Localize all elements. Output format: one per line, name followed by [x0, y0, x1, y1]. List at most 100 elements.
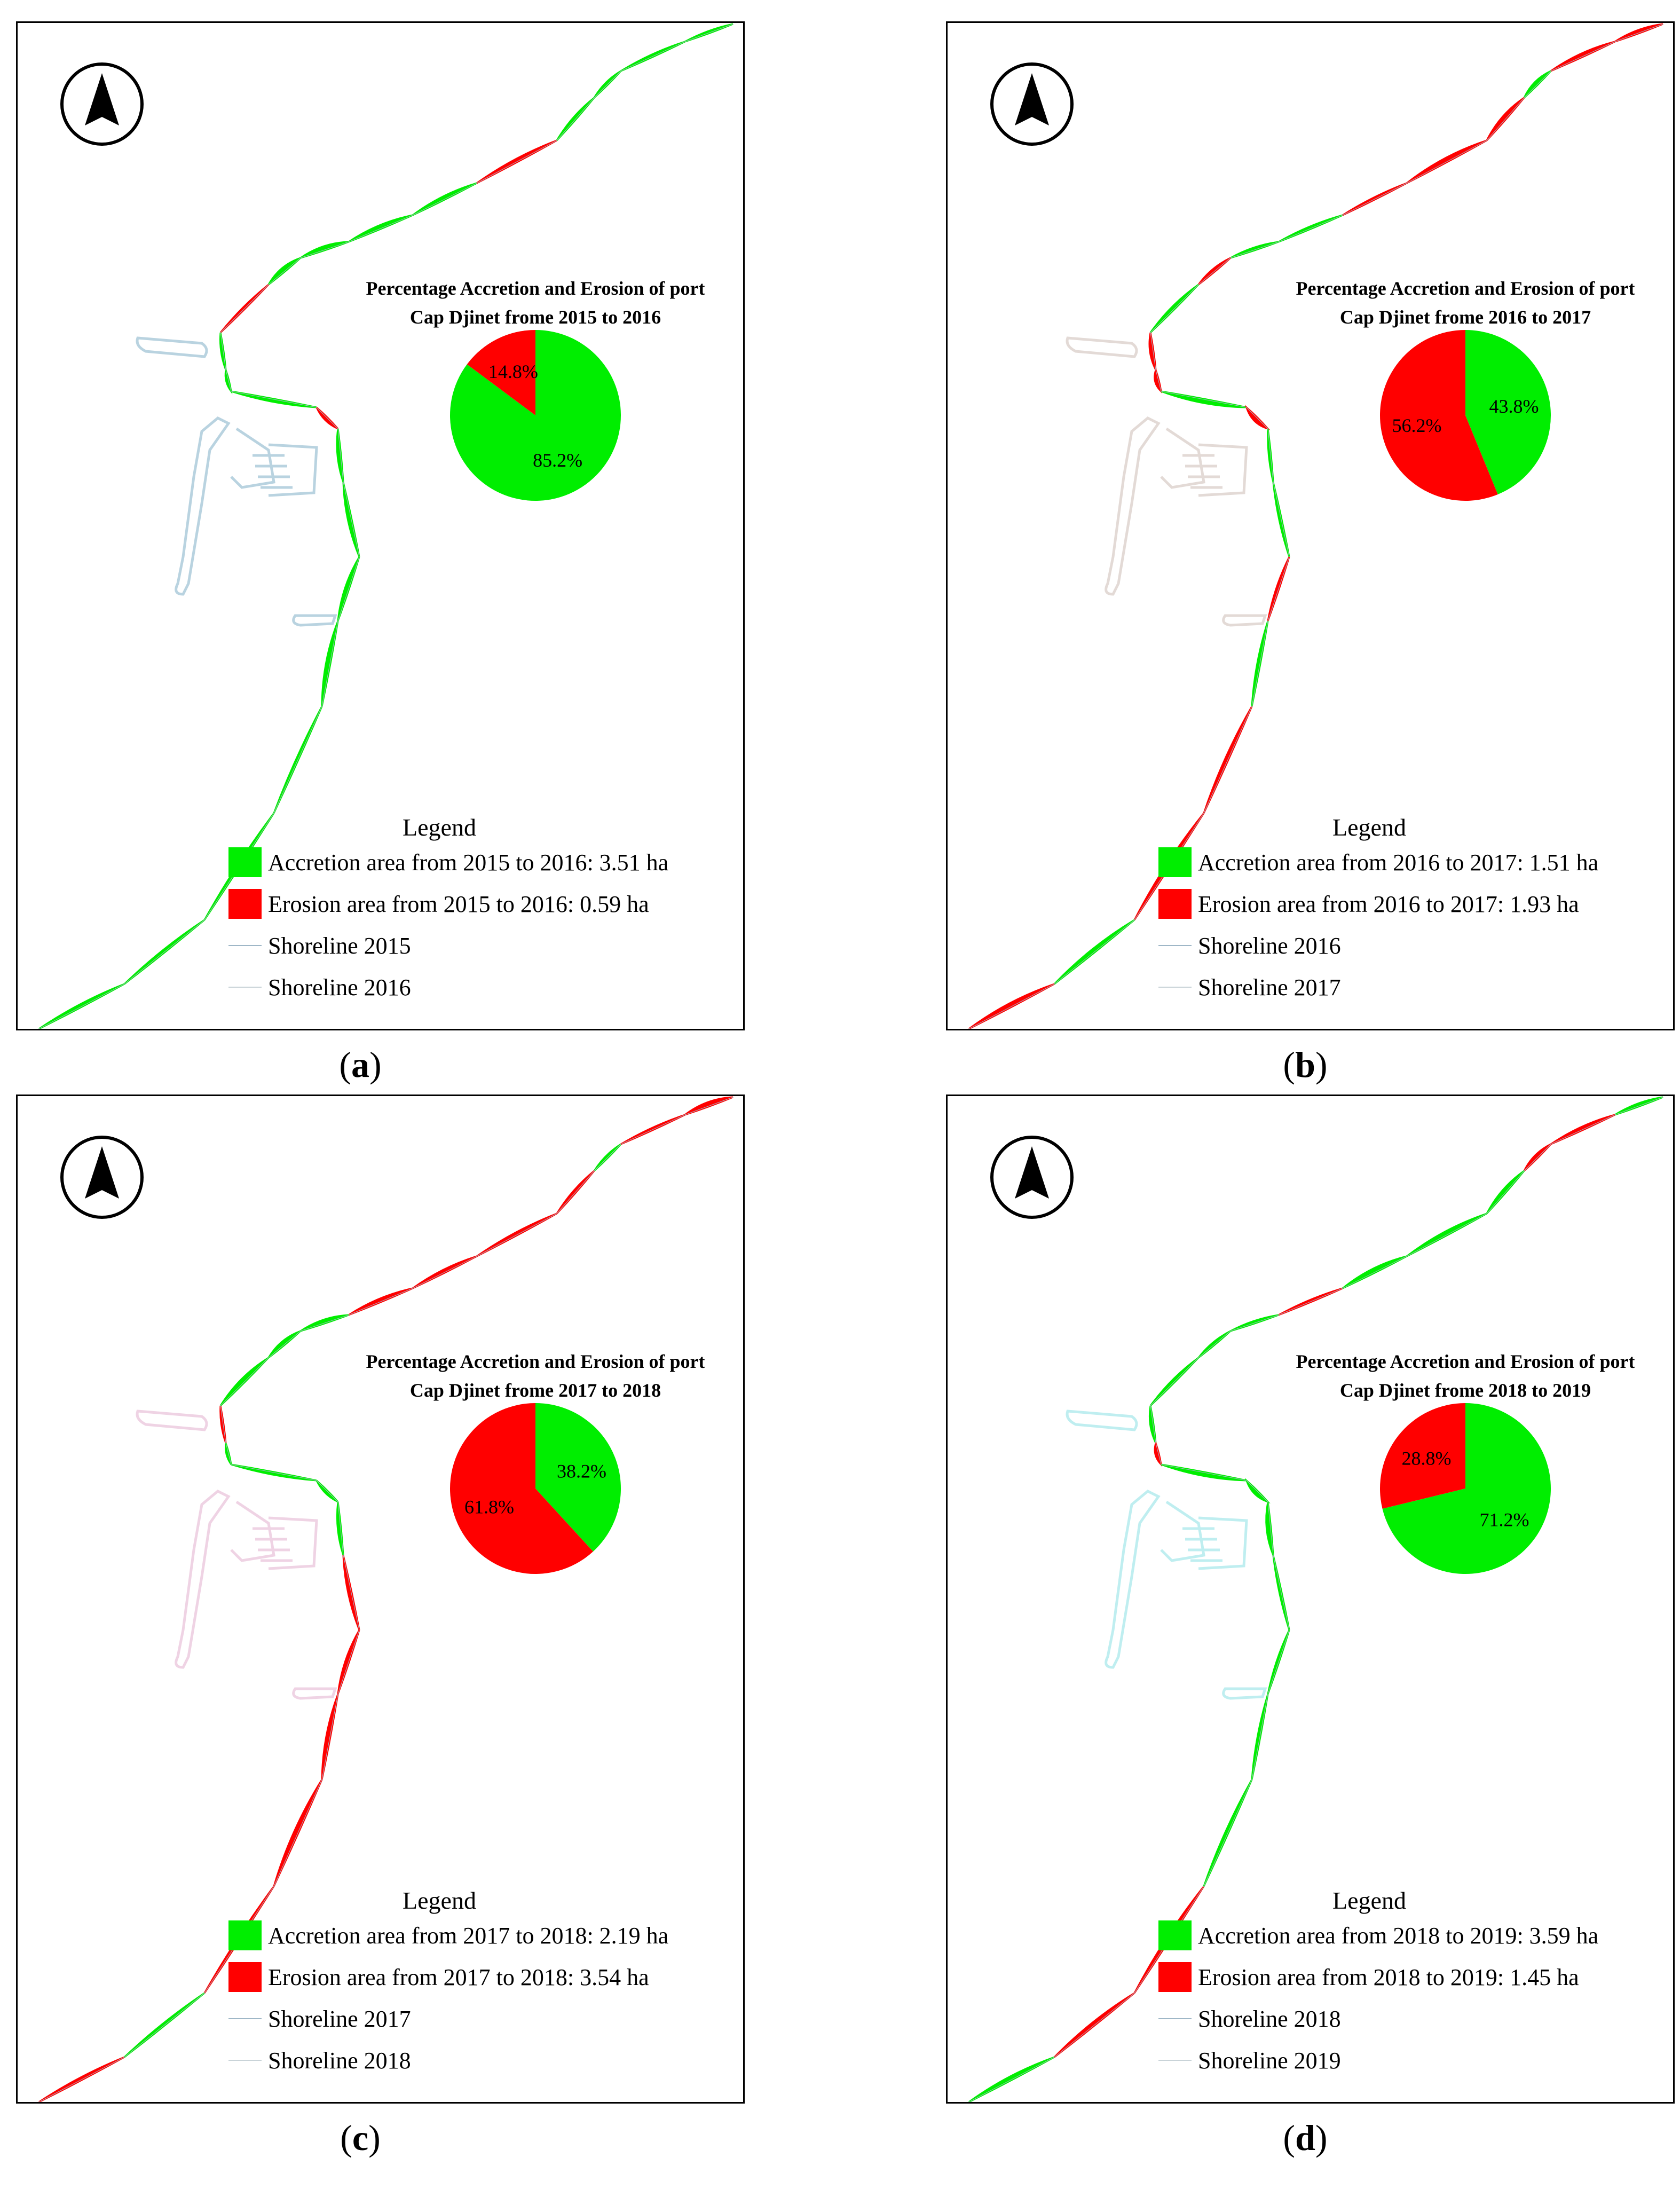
- shoreline-line: [38, 23, 733, 1029]
- pie-slice-erosion: [1380, 1403, 1465, 1509]
- shoreline-map: [968, 1096, 1663, 2102]
- pie-title-line-2: Cap Djinet frome 2016 to 2017: [1339, 306, 1591, 328]
- pie-title-line-1: Percentage Accretion and Erosion of port: [1296, 1351, 1635, 1372]
- map-panel-b: Percentage Accretion and Erosion of port…: [946, 21, 1675, 1030]
- pie-title-line-2: Cap Djinet frome 2015 to 2016: [409, 306, 661, 328]
- pie-slice-label-erosion: 14.8%: [488, 361, 538, 382]
- pie-chart: 38.2% 61.8%: [450, 1403, 621, 1574]
- pie-title-line-1: Percentage Accretion and Erosion of port: [366, 278, 705, 299]
- north-arrow: [59, 61, 145, 147]
- panel-caption-b: (b): [1283, 1044, 1328, 1085]
- legend-item-erosion: Erosion area from 2015 to 2016: 0.59 ha: [228, 883, 741, 925]
- map-panel-c: Percentage Accretion and Erosion of port…: [16, 1094, 745, 2104]
- pie-slice-erosion: [1380, 330, 1498, 501]
- port-structure: [136, 336, 337, 627]
- legend-line-symbol-shoreline2: [228, 987, 262, 988]
- pie-chart-container: 71.2% 28.8%: [1377, 1400, 1553, 1577]
- legend-item-accretion: Accretion area from 2015 to 2016: 3.51 h…: [228, 841, 741, 883]
- shoreline-line: [38, 1097, 733, 2102]
- pie-chart-title: Percentage Accretion and Erosion of port…: [1263, 274, 1668, 332]
- legend-swatch-erosion: [228, 1962, 262, 1992]
- legend-label-accretion: Accretion area from 2015 to 2016: 3.51 h…: [268, 849, 669, 876]
- north-arrow-icon: [60, 1136, 144, 1219]
- panel-caption-d: (d): [1283, 2117, 1328, 2158]
- legend-line-symbol-shoreline1: [228, 2018, 262, 2019]
- pie-slice-label-accretion: 71.2%: [1479, 1509, 1529, 1530]
- legend-item-shoreline1: Shoreline 2015: [228, 925, 741, 966]
- legend-label-accretion: Accretion area from 2017 to 2018: 2.19 h…: [268, 1922, 669, 1949]
- legend-item-accretion: Accretion area from 2016 to 2017: 1.51 h…: [1158, 841, 1671, 883]
- panel-caption-letter: c: [352, 2117, 369, 2158]
- north-arrow: [59, 1135, 145, 1220]
- legend-swatch-erosion: [228, 889, 262, 919]
- pie-title-line-2: Cap Djinet frome 2018 to 2019: [1339, 1380, 1591, 1401]
- legend-swatch-accretion: [228, 1920, 262, 1950]
- pie-title-line-2: Cap Djinet frome 2017 to 2018: [409, 1380, 661, 1401]
- legend: Legend Accretion area from 2018 to 2019: …: [1158, 1886, 1671, 2081]
- legend-title: Legend: [1332, 1887, 1406, 1914]
- pie-slice-label-accretion: 43.8%: [1489, 396, 1539, 417]
- legend-line-symbol-shoreline2: [1158, 987, 1192, 988]
- legend-line-symbol-shoreline1: [1158, 945, 1192, 946]
- pie-slice-accretion: [1465, 330, 1551, 495]
- legend-label-shoreline2: Shoreline 2017: [1198, 974, 1341, 1001]
- legend-item-erosion: Erosion area from 2017 to 2018: 3.54 ha: [228, 1956, 741, 1998]
- legend-item-shoreline2: Shoreline 2017: [1158, 966, 1671, 1008]
- panel-caption-letter: d: [1295, 2117, 1315, 2158]
- shoreline-line: [968, 1097, 1663, 2102]
- legend-swatch-erosion: [1158, 1962, 1192, 1992]
- pie-title-line-1: Percentage Accretion and Erosion of port: [1296, 278, 1635, 299]
- pie-slice-label-erosion: 61.8%: [464, 1497, 514, 1518]
- legend-swatch-accretion: [1158, 1920, 1192, 1950]
- port-structure: [136, 1410, 337, 1700]
- pie-slice-label-erosion: 28.8%: [1402, 1448, 1452, 1469]
- pie-chart-title: Percentage Accretion and Erosion of port…: [333, 1347, 738, 1405]
- pie-title-line-1: Percentage Accretion and Erosion of port: [366, 1351, 705, 1372]
- pie-chart-title: Percentage Accretion and Erosion of port…: [1263, 1347, 1668, 1405]
- pie-slice-label-accretion: 38.2%: [557, 1460, 606, 1482]
- pie-slice-label-erosion: 56.2%: [1392, 415, 1441, 436]
- legend-item-shoreline1: Shoreline 2016: [1158, 925, 1671, 966]
- legend-label-shoreline1: Shoreline 2016: [1198, 932, 1341, 959]
- legend-line-symbol-shoreline1: [228, 945, 262, 946]
- legend-swatch-accretion: [1158, 847, 1192, 877]
- pie-chart-container: 43.8% 56.2%: [1377, 327, 1553, 503]
- legend-swatch-erosion: [1158, 889, 1192, 919]
- pie-slice-accretion: [1382, 1403, 1551, 1574]
- legend-label-erosion: Erosion area from 2015 to 2016: 0.59 ha: [268, 891, 649, 917]
- pie-chart: 71.2% 28.8%: [1380, 1403, 1551, 1574]
- legend: Legend Accretion area from 2017 to 2018: …: [228, 1886, 741, 2081]
- pie-slice-label-accretion: 85.2%: [533, 450, 582, 471]
- legend-title: Legend: [403, 1887, 476, 1914]
- shoreline-map: [968, 23, 1663, 1029]
- legend-item-shoreline2: Shoreline 2016: [228, 966, 741, 1008]
- legend-item-shoreline1: Shoreline 2017: [228, 1998, 741, 2040]
- legend-label-shoreline2: Shoreline 2018: [268, 2047, 411, 2074]
- shoreline-line: [968, 23, 1663, 1029]
- pie-chart: 85.2% 14.8%: [450, 330, 621, 501]
- legend-label-shoreline1: Shoreline 2017: [268, 2005, 411, 2032]
- legend-item-accretion: Accretion area from 2017 to 2018: 2.19 h…: [228, 1915, 741, 1956]
- legend-line-symbol-shoreline2: [1158, 2060, 1192, 2061]
- panel-caption-letter: b: [1295, 1044, 1315, 1085]
- pie-chart-container: 85.2% 14.8%: [447, 327, 624, 503]
- legend-label-accretion: Accretion area from 2018 to 2019: 3.59 h…: [1198, 1922, 1599, 1949]
- legend-label-shoreline1: Shoreline 2018: [1198, 2005, 1341, 2032]
- legend: Legend Accretion area from 2015 to 2016: …: [228, 813, 741, 1008]
- pie-slice-erosion: [450, 1403, 594, 1574]
- legend-item-shoreline1: Shoreline 2018: [1158, 1998, 1671, 2040]
- shoreline-map: [38, 23, 733, 1029]
- legend-line-symbol-shoreline2: [228, 2060, 262, 2061]
- north-arrow: [989, 61, 1075, 147]
- legend-swatch-accretion: [228, 847, 262, 877]
- panel-caption-a: (a): [339, 1044, 382, 1085]
- legend-label-shoreline2: Shoreline 2019: [1198, 2047, 1341, 2074]
- legend-title: Legend: [403, 814, 476, 841]
- port-structure: [1066, 336, 1267, 627]
- panel-caption-letter: a: [351, 1044, 369, 1085]
- map-panel-a: Percentage Accretion and Erosion of port…: [16, 21, 745, 1030]
- pie-chart-container: 38.2% 61.8%: [447, 1400, 624, 1577]
- legend-label-erosion: Erosion area from 2016 to 2017: 1.93 ha: [1198, 891, 1579, 917]
- legend-item-accretion: Accretion area from 2018 to 2019: 3.59 h…: [1158, 1915, 1671, 1956]
- legend-item-shoreline2: Shoreline 2019: [1158, 2040, 1671, 2081]
